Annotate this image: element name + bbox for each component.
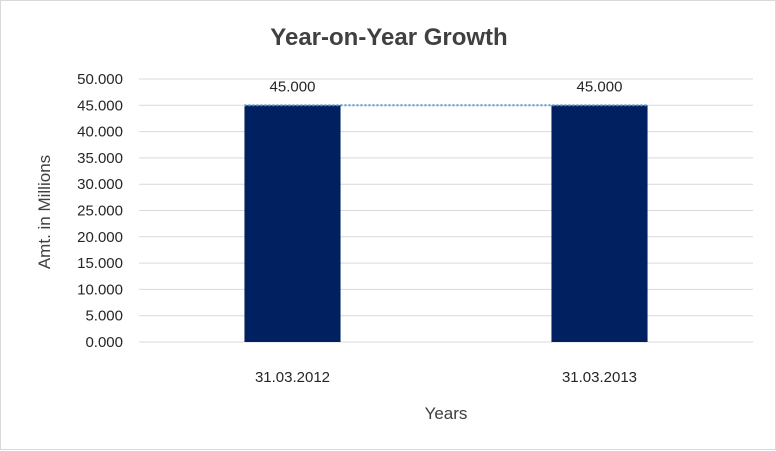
data-label: 45.000 — [577, 78, 623, 95]
gridlines — [139, 78, 753, 343]
y-tick-label: 50.000 — [77, 71, 123, 88]
x-axis-categories: 31.03.2012 31.03.2013 — [255, 369, 637, 386]
data-label: 45.000 — [270, 78, 316, 95]
data-labels: 45.000 45.000 — [270, 78, 623, 95]
y-tick-label: 15.000 — [77, 255, 123, 272]
y-tick-label: 45.000 — [77, 97, 123, 114]
y-tick-label: 40.000 — [77, 124, 123, 141]
x-axis-title: Years — [425, 404, 468, 423]
chart-title: Year-on-Year Growth — [270, 24, 507, 51]
y-tick-label: 0.000 — [85, 334, 123, 351]
y-tick-label: 10.000 — [77, 281, 123, 298]
y-axis-ticks: 0.000 5.000 10.000 15.000 20.000 25.000 30.000… — [77, 71, 123, 351]
y-tick-label: 20.000 — [77, 229, 123, 246]
y-tick-label: 5.000 — [85, 308, 123, 325]
y-tick-label: 25.000 — [77, 203, 123, 220]
x-tick-label: 31.03.2012 — [255, 369, 330, 386]
bar — [551, 105, 648, 342]
bar — [244, 105, 341, 342]
x-tick-label: 31.03.2013 — [562, 369, 637, 386]
y-axis-title: Amt. in Millions — [35, 155, 54, 269]
y-tick-label: 30.000 — [77, 176, 123, 193]
y-tick-label: 35.000 — [77, 150, 123, 167]
bar-series — [244, 105, 648, 342]
